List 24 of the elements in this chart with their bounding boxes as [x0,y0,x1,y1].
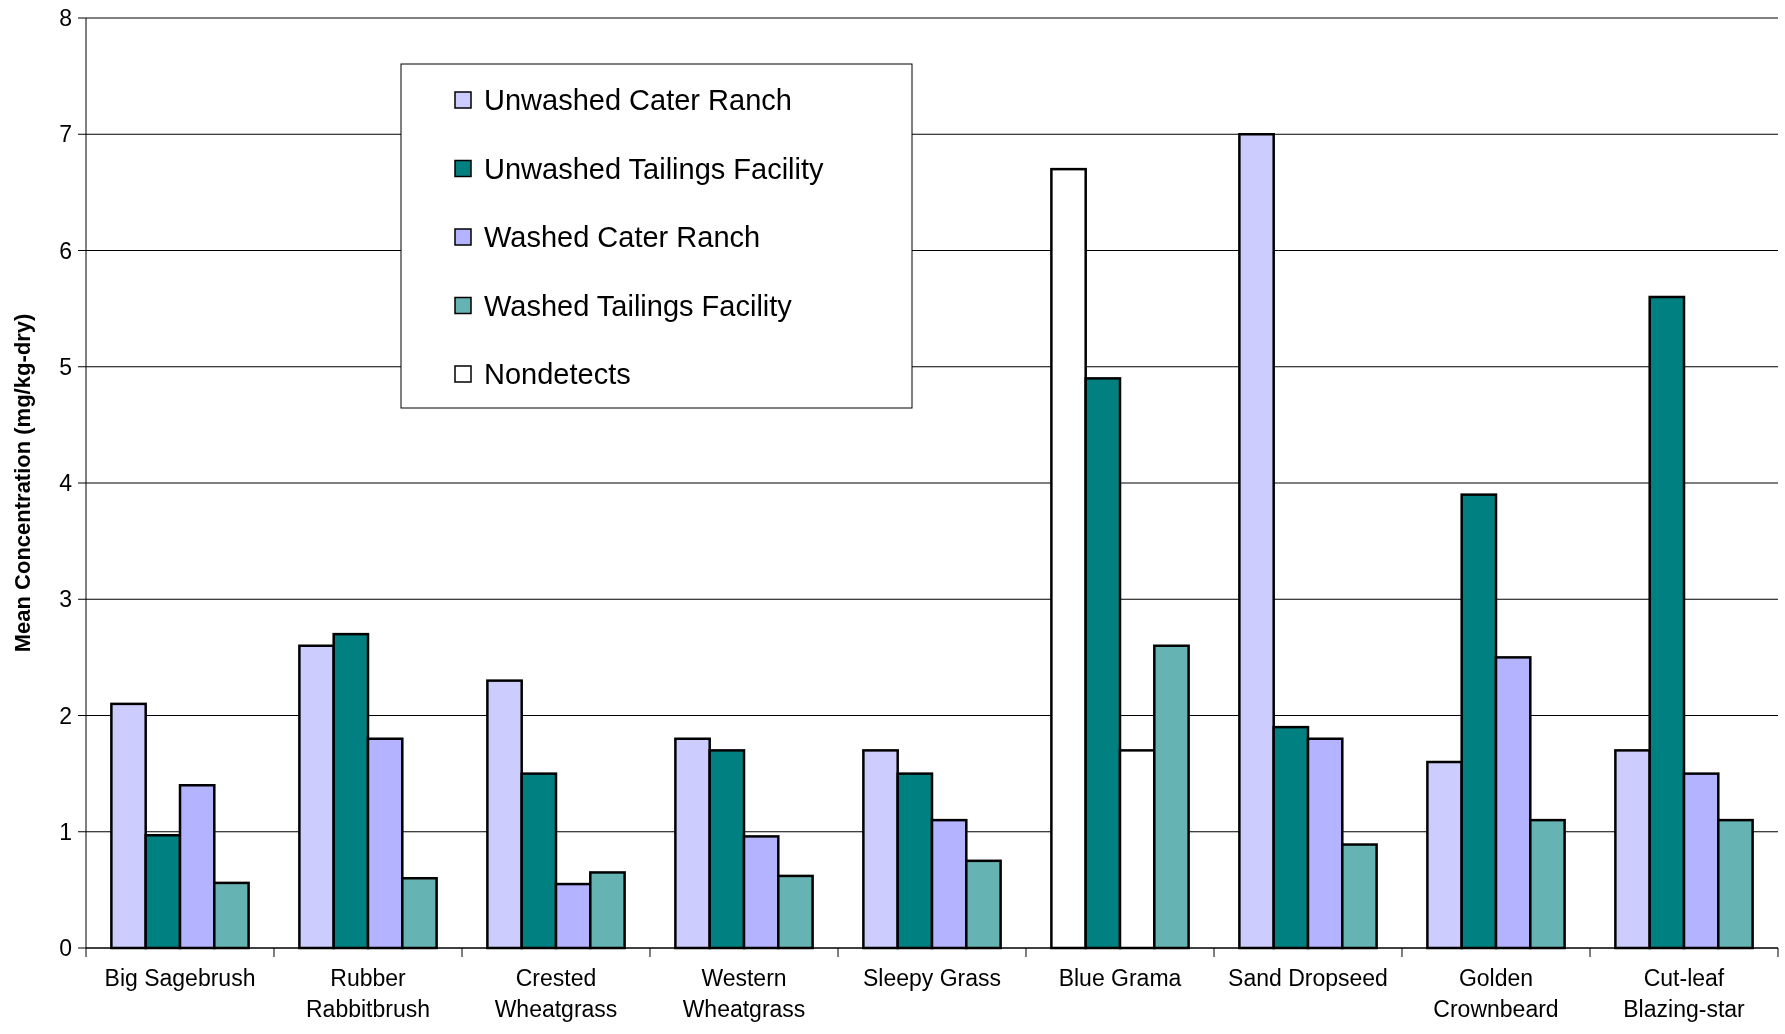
x-tick-label: Crested Wheatgrass [494,965,618,1022]
y-tick-label: 0 [59,935,72,962]
legend-label: Unwashed Cater Ranch [484,84,792,117]
y-tick-label: 8 [59,5,72,32]
y-tick-label: 7 [59,121,72,148]
x-tick-label: Big Sagebrush [104,965,256,991]
legend-label: Washed Cater Ranch [484,221,761,254]
y-axis-title: Mean Concentration (mg/kg-dry) [10,313,35,653]
y-tick-label: 1 [59,818,72,845]
x-tick-label: Golden Crownbeard [1433,965,1559,1022]
x-tick-label: Western Wheatgrass [682,965,806,1022]
x-tick-label: Sleepy Grass [862,965,1002,991]
x-tick-label: Rubber Rabbitbrush [305,965,431,1022]
x-tick-label: Cut-leaf Blazing-star [1623,965,1746,1022]
x-tick-label: Blue Grama [1058,965,1182,991]
legend-label: Washed Tailings Facility [484,289,793,322]
y-tick-label: 2 [59,702,72,729]
y-tick-label: 3 [59,586,72,613]
x-tick-label: Sand Dropseed [1228,965,1388,991]
y-tick-label: 6 [59,237,72,264]
y-tick-label: 5 [59,353,72,380]
y-tick-label: 4 [59,470,73,497]
legend-label: Nondetects [484,358,631,391]
legend-label: Unwashed Tailings Facility [484,152,825,185]
